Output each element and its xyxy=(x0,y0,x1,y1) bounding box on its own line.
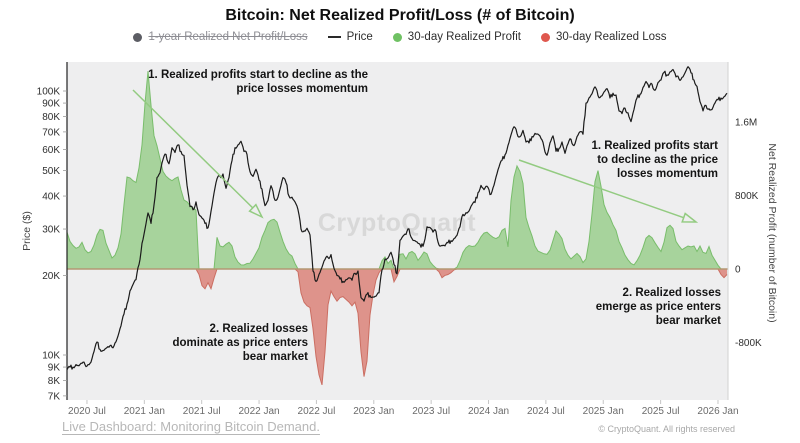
x-tick-label: 2020 Jul xyxy=(68,406,106,417)
legend-label: 30-day Realized Profit xyxy=(407,31,521,43)
left-tick-label: 70K xyxy=(42,127,60,138)
annotation-arrow-head xyxy=(248,203,264,219)
legend-item-30-day-realized-profit[interactable]: 30-day Realized Profit xyxy=(392,31,521,43)
annotation-4: 2. Realized losses emerge as price enter… xyxy=(595,287,721,328)
price-line xyxy=(66,66,728,370)
annotation-arrow-line xyxy=(518,159,684,219)
left-axis-title: Price ($) xyxy=(21,211,33,251)
left-tick-label: 80K xyxy=(42,112,60,123)
legend-item-price[interactable]: Price xyxy=(327,31,373,43)
right-tick-label: 1.6M xyxy=(735,117,757,128)
right-tick-label: -800K xyxy=(735,338,762,349)
left-tick-label: 10K xyxy=(42,351,60,362)
x-tick-label: 2022 Jul xyxy=(298,406,336,417)
left-tick-label: 40K xyxy=(42,192,60,203)
right-axis-title: Net Realized Profit (number of Bitcoin) xyxy=(766,143,778,322)
left-tick-label: 9K xyxy=(48,363,61,374)
x-tick-label: 2021 Jul xyxy=(183,406,221,417)
x-tick-label: 2026 Jan xyxy=(697,406,738,417)
chart-title: Bitcoin: Net Realized Profit/Loss (# of … xyxy=(225,7,575,24)
left-tick-label: 90K xyxy=(42,99,60,110)
x-tick-label: 2022 Jan xyxy=(238,406,279,417)
watermark: CryptoQuant xyxy=(318,209,476,237)
annotation-arrow-line xyxy=(132,89,254,209)
left-tick-label: 7K xyxy=(48,391,61,402)
legend-label: 1-year Realized Net Profit/Loss xyxy=(148,31,308,43)
x-tick-label: 2025 Jan xyxy=(583,406,624,417)
x-tick-label: 2025 Jul xyxy=(642,406,680,417)
annotation-1: 1. Realized profits start to decline as … xyxy=(148,69,368,96)
legend: 1-year Realized Net Profit/Loss Price 30-d… xyxy=(0,31,800,43)
series-dot-icon xyxy=(133,32,143,42)
right-tick-label: 800K xyxy=(735,191,759,202)
left-tick-label: 100K xyxy=(37,87,61,98)
live-dashboard-link[interactable]: Live Dashboard: Monitoring Bitcoin Deman… xyxy=(62,419,320,434)
legend-item-30-day-realized-loss[interactable]: 30-day Realized Loss xyxy=(540,31,667,43)
left-tick-label: 8K xyxy=(48,376,61,387)
series-dot-icon xyxy=(540,32,550,42)
legend-item-1-year-realized-net-profit-loss[interactable]: 1-year Realized Net Profit/Loss xyxy=(133,31,308,43)
series-dot-icon xyxy=(392,32,402,42)
left-tick-label: 50K xyxy=(42,166,60,177)
price-line-icon xyxy=(327,36,341,38)
realized-profit-area xyxy=(67,71,727,269)
left-tick-label: 20K xyxy=(42,271,60,282)
annotation-arrow-head xyxy=(681,212,699,223)
legend-label: Price xyxy=(346,31,373,43)
annotation-2: 1. Realized profits start to decline as … xyxy=(591,140,718,181)
legend-label: 30-day Realized Loss xyxy=(555,31,667,43)
x-tick-label: 2021 Jan xyxy=(124,406,165,417)
x-tick-label: 2024 Jan xyxy=(468,406,509,417)
right-tick-label: 0 xyxy=(735,265,741,276)
left-tick-label: 30K xyxy=(42,225,60,236)
left-tick-label: 60K xyxy=(42,145,60,156)
annotation-3: 2. Realized losses dominate as price ent… xyxy=(172,323,309,364)
copyright-text: © CryptoQuant. All rights reserved xyxy=(598,424,735,434)
x-tick-label: 2023 Jan xyxy=(353,406,394,417)
x-tick-label: 2023 Jul xyxy=(412,406,450,417)
x-tick-label: 2024 Jul xyxy=(527,406,565,417)
